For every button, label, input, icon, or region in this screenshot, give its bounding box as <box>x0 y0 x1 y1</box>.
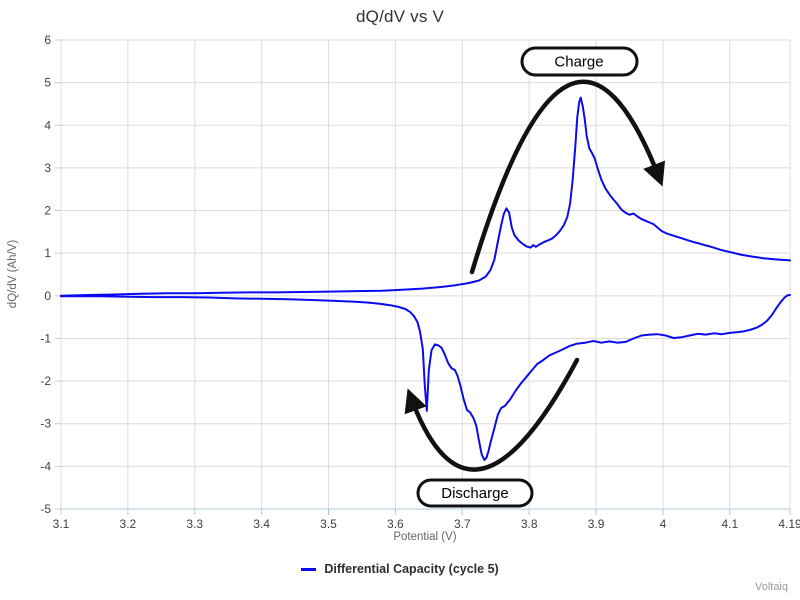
chart-title: dQ/dV vs V <box>356 7 444 26</box>
discharge-annotation-label: Discharge <box>441 485 509 502</box>
x-axis-label: Potential (V) <box>393 531 456 543</box>
y-tick-label: 4 <box>44 118 51 132</box>
legend-line-swatch <box>301 567 317 571</box>
y-tick-label: -4 <box>40 459 51 473</box>
discharge-annotation-pill <box>416 478 534 508</box>
x-tick-label: 4.1 <box>721 517 738 531</box>
legend-label: Differential Capacity (cycle 5) <box>324 562 499 576</box>
y-tick-label: -1 <box>40 331 51 345</box>
y-tick-label: -3 <box>40 417 51 431</box>
y-tick-label: 0 <box>44 289 51 303</box>
charge-annotation-pill <box>520 46 639 77</box>
plot-area[interactable]: 3.1 3.2 3.3 3.4 3.5 3.6 3.7 3.8 3.9 4 4.1 4.19 6 5 4 3 2… <box>0 0 800 552</box>
x-tick-label: 3.6 <box>387 517 404 531</box>
series-line-charge-branch[interactable] <box>60 96 791 297</box>
y-tick-label: -5 <box>40 502 51 516</box>
x-tick-label: 3.9 <box>588 517 605 531</box>
grid-layer <box>60 39 791 510</box>
legend-item[interactable]: Differential Capacity (cycle 5) <box>0 560 800 578</box>
y-tick-label: 6 <box>44 33 51 47</box>
series-line-discharge-branch[interactable] <box>60 294 791 461</box>
x-tick-label: 3.8 <box>521 517 538 531</box>
discharge-arrow <box>404 357 580 472</box>
axis-layer <box>55 39 791 515</box>
x-tick-label: 3.1 <box>53 517 70 531</box>
tick-label-layer: 3.1 3.2 3.3 3.4 3.5 3.6 3.7 3.8 3.9 4 4.1 4.19 6 5 4 3 2… <box>40 33 800 531</box>
watermark: Voltaiq <box>754 581 788 593</box>
x-tick-label: 4.19 <box>778 517 800 531</box>
x-tick-label: 3.4 <box>253 517 270 531</box>
y-tick-label: -2 <box>40 374 51 388</box>
x-tick-label: 3.3 <box>186 517 203 531</box>
y-axis-label: dQ/dV (Ah/V) <box>7 240 19 309</box>
y-tick-label: 5 <box>44 76 51 90</box>
x-tick-label: 3.7 <box>454 517 471 531</box>
y-tick-label: 3 <box>44 161 51 175</box>
x-tick-label: 4 <box>660 517 667 531</box>
x-tick-label: 3.5 <box>320 517 337 531</box>
charge-arrow <box>469 79 666 275</box>
y-tick-label: 2 <box>44 204 51 218</box>
y-tick-label: 1 <box>44 246 51 260</box>
x-tick-label: 3.2 <box>120 517 137 531</box>
charge-annotation-label: Charge <box>554 54 603 71</box>
